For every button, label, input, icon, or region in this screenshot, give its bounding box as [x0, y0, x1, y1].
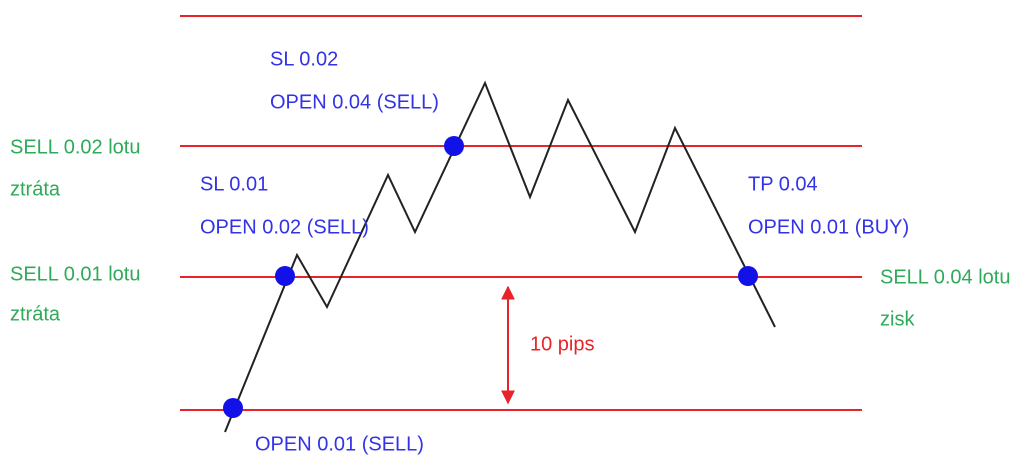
label: ztráta [10, 303, 61, 325]
point [738, 266, 758, 286]
label: OPEN 0.02 (SELL) [200, 216, 369, 238]
label: SL 0.02 [270, 48, 338, 70]
label: SELL 0.04 lotu [880, 266, 1010, 288]
point [275, 266, 295, 286]
label: TP 0.04 [748, 173, 818, 195]
entry-points [223, 136, 758, 418]
price-path [224, 80, 776, 433]
label: SL 0.01 [200, 173, 268, 195]
label: OPEN 0.04 (SELL) [270, 91, 439, 113]
label: OPEN 0.01 (SELL) [255, 433, 424, 455]
label: OPEN 0.01 (BUY) [748, 216, 909, 238]
point [444, 136, 464, 156]
levels [180, 15, 862, 411]
label: ztráta [10, 178, 61, 200]
label: SELL 0.02 lotu [10, 136, 140, 158]
point [223, 398, 243, 418]
label: zisk [880, 308, 915, 330]
label: 10 pips [530, 333, 595, 355]
label: SELL 0.01 lotu [10, 263, 140, 285]
